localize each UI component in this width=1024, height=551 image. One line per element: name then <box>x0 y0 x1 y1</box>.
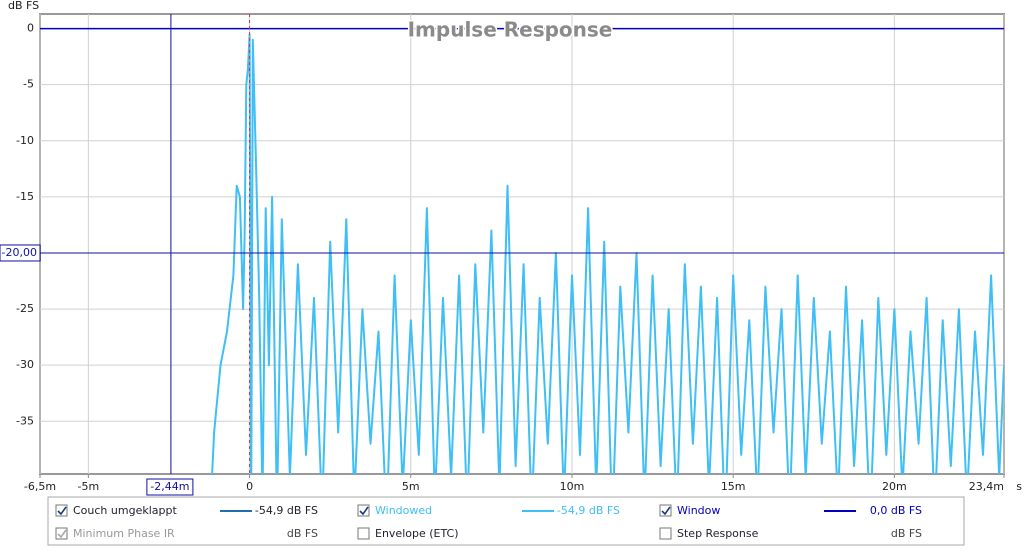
legend-name: Couch umgeklappt <box>73 504 177 517</box>
x-tick-label: 20m <box>882 480 907 493</box>
legend-name: Minimum Phase IR <box>73 527 175 540</box>
x-tick-label: 5m <box>402 480 420 493</box>
legend-check <box>57 529 67 539</box>
legend-checkbox[interactable] <box>357 527 370 540</box>
legend-check <box>661 506 671 516</box>
legend-checkbox[interactable] <box>659 527 672 540</box>
legend-readout: -54,9 dB FS <box>557 504 620 517</box>
y-tick-label: -35 <box>16 414 34 427</box>
legend-readout: -54,9 dB FS <box>255 504 318 517</box>
x-tick-label: -5m <box>78 480 100 493</box>
y-axis-label: dB FS <box>8 0 39 12</box>
y-tick-label: -10 <box>16 134 34 147</box>
legend-checkbox[interactable] <box>659 504 672 517</box>
cursor-y-box <box>0 244 41 262</box>
x-tick-label: 15m <box>721 480 746 493</box>
y-tick-label: -15 <box>16 190 34 203</box>
y-tick-label: -25 <box>16 302 34 315</box>
x-tick-label: 10m <box>560 480 585 493</box>
cursor-x-box <box>146 478 194 496</box>
legend-check <box>57 506 67 516</box>
plot-area <box>39 13 1005 475</box>
cursor-y-label: -20,00 <box>2 246 37 259</box>
legend-checkbox[interactable] <box>357 504 370 517</box>
x-tick-label: 23,4m <box>969 480 1004 493</box>
legend-check <box>359 506 369 516</box>
x-tick-label: -6,5m <box>24 480 56 493</box>
cursor-x-label: -2,44m <box>150 480 189 493</box>
legend-name: Window <box>677 504 720 517</box>
legend-checkbox[interactable] <box>55 504 68 517</box>
legend-name: Envelope (ETC) <box>375 527 459 540</box>
chart-title: Impulse Response <box>408 18 613 42</box>
y-tick-label: 0 <box>27 22 34 35</box>
y-tick-label: -5 <box>23 78 34 91</box>
legend-readout: dB FS <box>287 527 318 540</box>
y-tick-label: -30 <box>16 358 34 371</box>
legend-readout: 0,0 dB FS <box>870 504 922 517</box>
legend-name: Step Response <box>677 527 759 540</box>
legend-name: Windowed <box>375 504 432 517</box>
legend-readout: dB FS <box>891 527 922 540</box>
legend-checkbox[interactable] <box>55 527 68 540</box>
x-tick-label: 0 <box>246 480 253 493</box>
x-unit: s <box>1016 480 1022 493</box>
legend-panel <box>47 496 965 546</box>
